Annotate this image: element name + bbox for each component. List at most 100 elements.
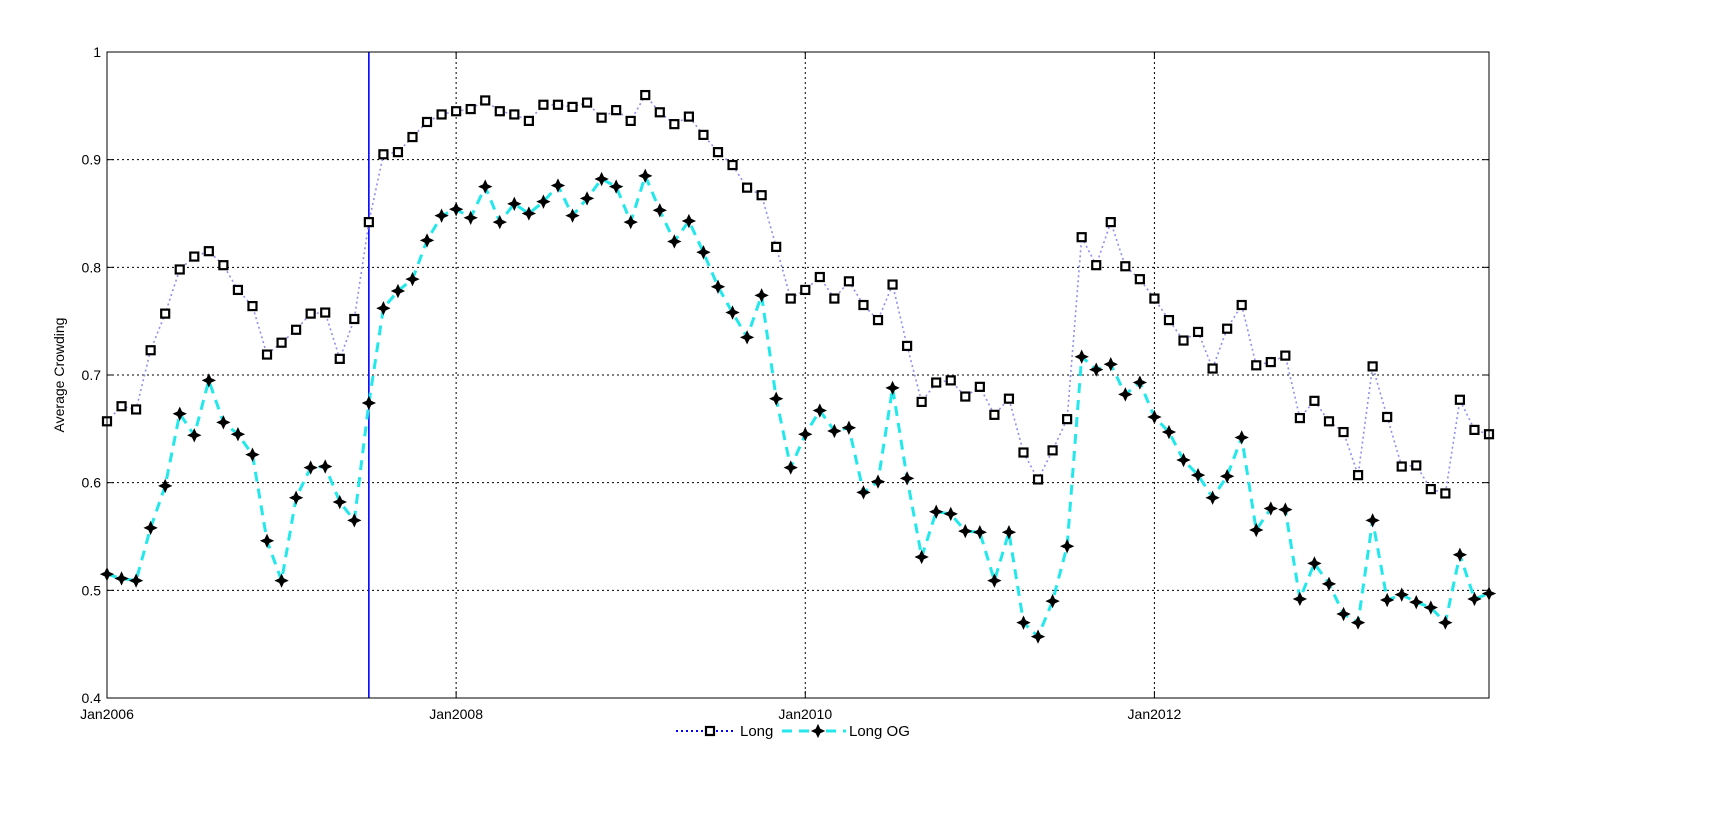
data-point-long-og (870, 474, 886, 489)
data-point-long-og (1467, 591, 1482, 607)
data-point-long-og (274, 573, 289, 588)
data-point-long (130, 404, 142, 415)
data-point-long-og (812, 403, 828, 418)
data-point-long-og (463, 210, 478, 225)
x-tick-label: Jan2012 (1128, 706, 1182, 722)
data-point-long-og (1074, 349, 1089, 364)
data-point-long-og (827, 423, 842, 439)
data-point-long-og (128, 573, 144, 588)
data-point-long (683, 111, 694, 122)
x-tick-label: Jan2006 (80, 706, 134, 722)
data-point-long-og (550, 178, 566, 193)
data-point-long (538, 99, 549, 110)
series-long-og (99, 168, 1497, 644)
data-point-long (800, 284, 811, 296)
data-point-long (1251, 360, 1262, 371)
data-point-long-og (565, 208, 580, 223)
data-point-long-og (143, 520, 158, 536)
data-point-long (872, 314, 884, 326)
data-point-long-og (172, 406, 187, 421)
data-point-long (1032, 474, 1044, 485)
data-point-long (465, 103, 476, 115)
data-point-long (203, 246, 214, 257)
data-point-long (1265, 356, 1276, 368)
data-point-long-og (1176, 452, 1191, 468)
data-point-long-og (841, 420, 857, 435)
data-point-long (727, 159, 738, 171)
data-point-long-og (1059, 539, 1075, 554)
data-point-long (1294, 412, 1305, 424)
data-point-long (480, 95, 491, 106)
data-point-long-og (987, 573, 1002, 588)
data-point-long (1149, 293, 1160, 304)
y-tick-label: 0.4 (82, 690, 102, 706)
legend: Long Long OG (676, 723, 910, 740)
data-point-long (305, 308, 316, 319)
data-point-long (1003, 393, 1015, 404)
data-point-long-og (1423, 600, 1438, 615)
data-point-long-og (1350, 615, 1366, 630)
data-point-long (1018, 447, 1029, 458)
data-point-long-og (1132, 375, 1148, 390)
data-point-long-og (303, 460, 318, 475)
data-point-long (1338, 426, 1349, 438)
data-point-long-og (652, 203, 667, 218)
data-point-long (974, 381, 985, 392)
data-point-long-og (1001, 525, 1017, 540)
data-point-long (989, 409, 1000, 420)
data-point-long-og (434, 208, 449, 223)
data-point-long-og (507, 196, 522, 211)
data-point-long (1309, 395, 1320, 406)
data-point-long (596, 112, 607, 123)
data-point-long (1178, 335, 1189, 346)
data-point-long (509, 109, 520, 120)
data-point-long (1454, 394, 1466, 405)
data-point-long-og (405, 271, 420, 287)
data-point-long (436, 109, 447, 120)
legend-label-long: Long (740, 723, 773, 740)
data-point-long (276, 337, 287, 348)
data-point-long-og (1321, 576, 1337, 592)
data-point-long (669, 119, 680, 130)
data-point-long-og (1438, 615, 1453, 630)
data-point-long (858, 299, 869, 311)
data-point-long (1163, 314, 1175, 326)
data-point-long (1120, 261, 1131, 272)
data-point-long (1105, 217, 1116, 228)
data-point-long (698, 129, 709, 141)
data-point-long-og (216, 415, 231, 430)
data-point-long (1382, 411, 1393, 423)
data-point-long-og (332, 494, 347, 510)
data-point-long (625, 115, 636, 127)
data-point-long-og (1409, 594, 1424, 610)
data-point-long (218, 260, 229, 271)
data-point-long-og (739, 330, 755, 345)
data-point-long (1062, 414, 1073, 425)
series-layer (99, 89, 1497, 644)
data-point-long (494, 106, 505, 117)
x-tick-label: Jan2010 (778, 706, 832, 722)
data-point-long (145, 345, 156, 356)
data-point-long-og (230, 427, 246, 442)
x-tick-label: Jan2008 (429, 706, 483, 722)
data-point-long (1091, 260, 1102, 271)
data-point-long-og (492, 214, 507, 230)
data-point-long (611, 105, 622, 116)
data-point-long-og (899, 471, 915, 486)
data-point-long-og (1307, 556, 1322, 571)
data-point-long-og (259, 533, 275, 548)
data-point-long (916, 396, 927, 408)
data-point-long (247, 300, 258, 312)
data-point-long-og (798, 427, 813, 442)
data-point-long-og (347, 513, 362, 528)
data-point-long (160, 308, 171, 319)
y-tick-label: 1 (93, 44, 101, 60)
data-point-long-og (972, 525, 988, 540)
legend-label-long-og: Long OG (849, 723, 910, 740)
data-point-long-og (681, 213, 697, 229)
data-point-long (567, 101, 578, 113)
data-point-long-og (390, 283, 406, 299)
data-point-long-og (521, 206, 537, 221)
data-point-long (712, 147, 724, 158)
